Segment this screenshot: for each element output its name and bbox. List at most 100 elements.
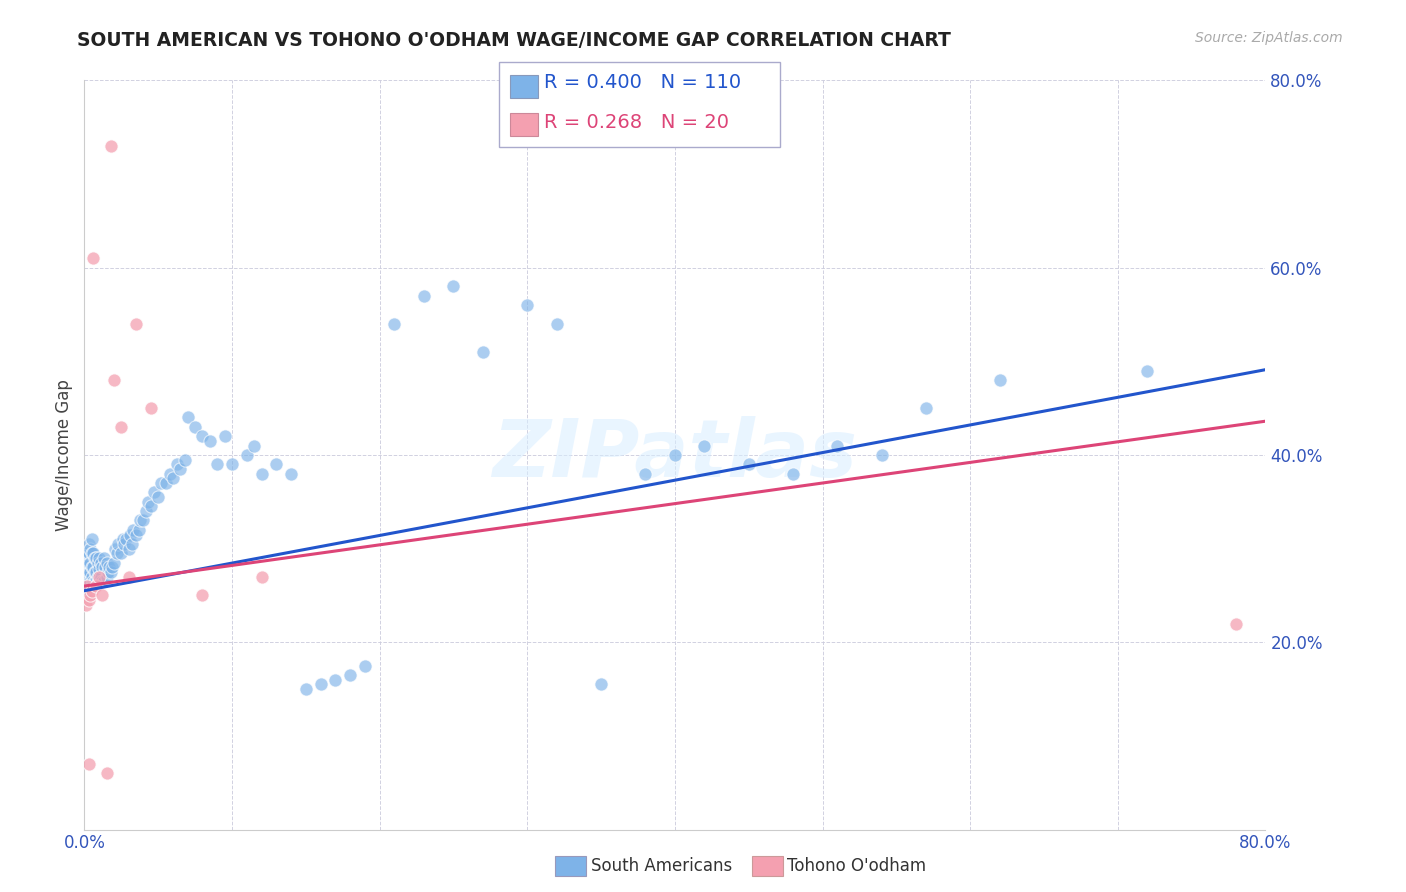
Point — [84, 574, 107, 589]
Point — [80, 532, 103, 546]
Point — [83, 574, 105, 589]
Point — [738, 457, 761, 471]
Point — [101, 560, 124, 574]
Point — [782, 467, 804, 481]
Point — [125, 527, 148, 541]
Point — [83, 551, 105, 566]
Point — [79, 556, 101, 570]
Point — [96, 766, 118, 780]
Point — [129, 514, 152, 528]
Point — [266, 457, 288, 471]
Point — [309, 677, 332, 691]
Point — [150, 476, 173, 491]
Point — [173, 452, 195, 467]
Point — [162, 471, 184, 485]
Point — [83, 565, 105, 579]
Point — [634, 467, 657, 481]
Point — [184, 420, 207, 434]
Point — [100, 565, 122, 579]
Point — [280, 467, 302, 481]
Point — [128, 523, 150, 537]
Point — [98, 560, 121, 574]
Point — [118, 570, 141, 584]
Y-axis label: Wage/Income Gap: Wage/Income Gap — [55, 379, 73, 531]
Point — [76, 583, 98, 598]
Point — [77, 565, 100, 579]
Point — [472, 344, 495, 359]
Point — [87, 570, 111, 584]
Point — [87, 574, 111, 589]
Point — [77, 556, 100, 570]
Point — [103, 373, 125, 387]
Point — [121, 537, 143, 551]
Point — [110, 420, 132, 434]
Text: South Americans: South Americans — [591, 857, 731, 875]
Point — [79, 565, 101, 579]
Point — [243, 439, 266, 453]
Point — [191, 429, 214, 443]
Point — [80, 546, 103, 560]
Point — [82, 546, 104, 560]
Point — [97, 565, 120, 579]
Point — [80, 560, 103, 574]
Point — [169, 462, 191, 476]
Point — [76, 556, 98, 570]
Point — [591, 677, 613, 691]
Point — [84, 579, 107, 593]
Point — [75, 598, 97, 612]
Point — [135, 504, 157, 518]
Text: R = 0.268   N = 20: R = 0.268 N = 20 — [544, 112, 730, 132]
Point — [198, 434, 221, 448]
Text: Tohono O'odham: Tohono O'odham — [787, 857, 927, 875]
Point — [76, 546, 98, 560]
Point — [79, 589, 101, 603]
Point — [870, 448, 893, 462]
Point — [96, 556, 118, 570]
Point — [155, 476, 177, 491]
Point — [325, 673, 347, 687]
Point — [79, 574, 101, 589]
Point — [413, 289, 436, 303]
Point — [136, 494, 159, 508]
Point — [77, 593, 100, 607]
Point — [77, 579, 100, 593]
Point — [516, 298, 538, 312]
Point — [664, 448, 686, 462]
Point — [1225, 616, 1247, 631]
Point — [693, 439, 716, 453]
Point — [94, 560, 117, 574]
Point — [139, 401, 162, 416]
Point — [250, 467, 273, 481]
Point — [77, 756, 100, 771]
Point — [77, 537, 100, 551]
Point — [1136, 364, 1159, 378]
Point — [79, 541, 101, 556]
Point — [122, 523, 145, 537]
Point — [76, 570, 98, 584]
Point — [159, 467, 181, 481]
Point — [236, 448, 259, 462]
Point — [120, 527, 142, 541]
Point — [87, 551, 111, 566]
Point — [166, 457, 188, 471]
Point — [75, 551, 97, 566]
Point — [80, 583, 103, 598]
Text: SOUTH AMERICAN VS TOHONO O'ODHAM WAGE/INCOME GAP CORRELATION CHART: SOUTH AMERICAN VS TOHONO O'ODHAM WAGE/IN… — [77, 31, 952, 50]
Point — [77, 546, 100, 560]
Point — [91, 560, 114, 574]
Point — [112, 537, 135, 551]
Point — [104, 541, 127, 556]
Point — [91, 574, 114, 589]
Point — [207, 457, 229, 471]
Point — [80, 570, 103, 584]
Point — [988, 373, 1011, 387]
Point — [82, 560, 104, 574]
Point — [82, 574, 104, 589]
Point — [84, 565, 107, 579]
Point — [114, 532, 136, 546]
Point — [295, 682, 318, 697]
Text: ZIPatlas: ZIPatlas — [492, 416, 858, 494]
Point — [91, 589, 114, 603]
Point — [354, 658, 377, 673]
Point — [84, 551, 107, 566]
